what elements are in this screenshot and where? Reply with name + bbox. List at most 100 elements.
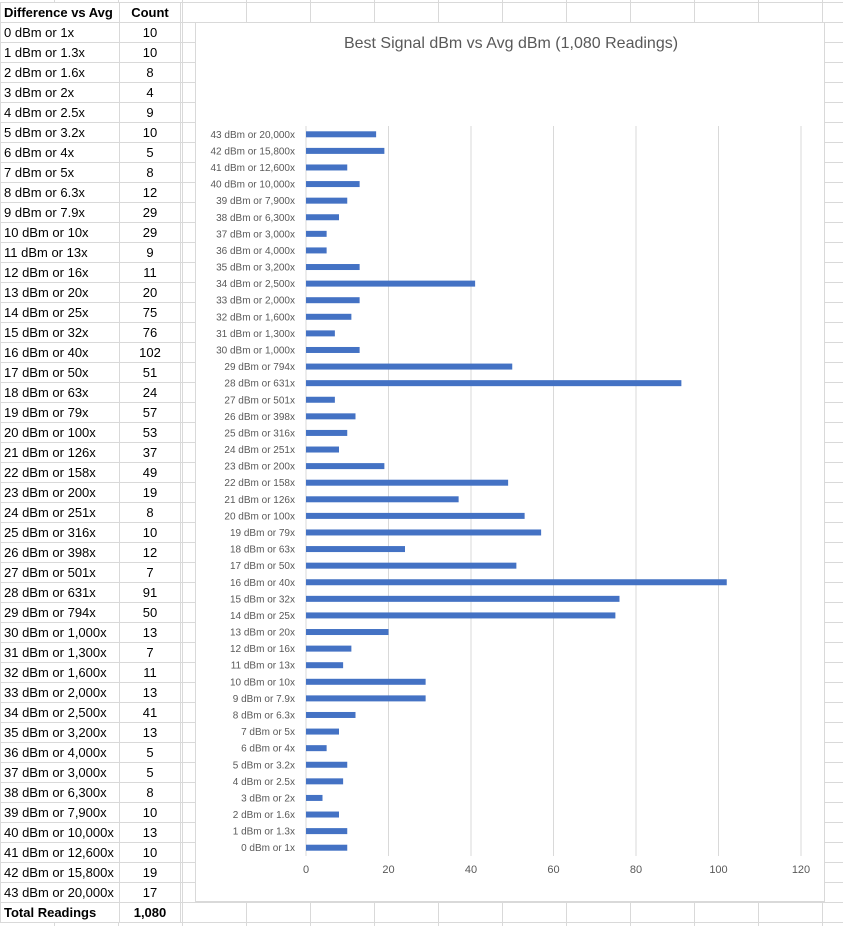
difference-cell[interactable]: 15 dBm or 32x [0, 322, 120, 343]
count-cell[interactable]: 12 [119, 182, 181, 203]
count-cell[interactable]: 5 [119, 762, 181, 783]
difference-cell[interactable]: 14 dBm or 25x [0, 302, 120, 323]
difference-cell[interactable]: 24 dBm or 251x [0, 502, 120, 523]
header-difference-cell[interactable]: Difference vs Avg [0, 2, 120, 23]
header-count-cell[interactable]: Count [119, 2, 181, 23]
count-cell[interactable]: 4 [119, 82, 181, 103]
difference-cell[interactable]: 32 dBm or 1,600x [0, 662, 120, 683]
count-cell[interactable]: 7 [119, 642, 181, 663]
difference-cell[interactable]: 27 dBm or 501x [0, 562, 120, 583]
difference-cell[interactable]: 5 dBm or 3.2x [0, 122, 120, 143]
count-cell[interactable]: 51 [119, 362, 181, 383]
count-cell[interactable]: 11 [119, 262, 181, 283]
count-cell[interactable]: 10 [119, 842, 181, 863]
count-cell[interactable]: 29 [119, 222, 181, 243]
difference-cell[interactable]: 13 dBm or 20x [0, 282, 120, 303]
count-cell[interactable]: 8 [119, 62, 181, 83]
x-tick-label: 100 [709, 864, 727, 876]
difference-cell[interactable]: 16 dBm or 40x [0, 342, 120, 363]
count-cell[interactable]: 50 [119, 602, 181, 623]
x-tick-label: 120 [792, 864, 810, 876]
difference-cell[interactable]: 21 dBm or 126x [0, 442, 120, 463]
difference-cell[interactable]: 23 dBm or 200x [0, 482, 120, 503]
difference-cell[interactable]: 11 dBm or 13x [0, 242, 120, 263]
count-cell[interactable]: 41 [119, 702, 181, 723]
difference-cell[interactable]: 4 dBm or 2.5x [0, 102, 120, 123]
difference-cell[interactable]: 20 dBm or 100x [0, 422, 120, 443]
count-cell[interactable]: 10 [119, 522, 181, 543]
difference-cell[interactable]: 42 dBm or 15,800x [0, 862, 120, 883]
x-tick-label: 80 [630, 864, 642, 876]
count-cell[interactable]: 13 [119, 622, 181, 643]
count-cell[interactable]: 12 [119, 542, 181, 563]
table-row: 12 dBm or 16x 11 [0, 262, 181, 283]
total-count-cell[interactable]: 1,080 [119, 902, 181, 923]
table-row: 30 dBm or 1,000x 13 [0, 622, 181, 643]
count-cell[interactable]: 24 [119, 382, 181, 403]
count-cell[interactable]: 5 [119, 142, 181, 163]
difference-cell[interactable]: 7 dBm or 5x [0, 162, 120, 183]
difference-cell[interactable]: 0 dBm or 1x [0, 22, 120, 43]
difference-cell[interactable]: 38 dBm or 6,300x [0, 782, 120, 803]
count-cell[interactable]: 75 [119, 302, 181, 323]
count-cell[interactable]: 8 [119, 782, 181, 803]
difference-cell[interactable]: 3 dBm or 2x [0, 82, 120, 103]
count-cell[interactable]: 53 [119, 422, 181, 443]
count-cell[interactable]: 10 [119, 42, 181, 63]
difference-cell[interactable]: 19 dBm or 79x [0, 402, 120, 423]
count-cell[interactable]: 10 [119, 22, 181, 43]
difference-cell[interactable]: 29 dBm or 794x [0, 602, 120, 623]
difference-cell[interactable]: 1 dBm or 1.3x [0, 42, 120, 63]
count-cell[interactable]: 49 [119, 462, 181, 483]
count-cell[interactable]: 8 [119, 502, 181, 523]
difference-cell[interactable]: 10 dBm or 10x [0, 222, 120, 243]
difference-cell[interactable]: 17 dBm or 50x [0, 362, 120, 383]
count-cell[interactable]: 11 [119, 662, 181, 683]
count-cell[interactable]: 17 [119, 882, 181, 903]
difference-cell[interactable]: 25 dBm or 316x [0, 522, 120, 543]
count-cell[interactable]: 91 [119, 582, 181, 603]
count-cell[interactable]: 19 [119, 862, 181, 883]
table-row: 25 dBm or 316x 10 [0, 522, 181, 543]
count-cell[interactable]: 9 [119, 242, 181, 263]
count-cell[interactable]: 13 [119, 722, 181, 743]
difference-cell[interactable]: 22 dBm or 158x [0, 462, 120, 483]
difference-cell[interactable]: 30 dBm or 1,000x [0, 622, 120, 643]
difference-cell[interactable]: 43 dBm or 20,000x [0, 882, 120, 903]
count-cell[interactable]: 57 [119, 402, 181, 423]
count-cell[interactable]: 76 [119, 322, 181, 343]
difference-cell[interactable]: 2 dBm or 1.6x [0, 62, 120, 83]
count-cell[interactable]: 20 [119, 282, 181, 303]
difference-cell[interactable]: 31 dBm or 1,300x [0, 642, 120, 663]
difference-cell[interactable]: 33 dBm or 2,000x [0, 682, 120, 703]
count-cell[interactable]: 19 [119, 482, 181, 503]
count-cell[interactable]: 13 [119, 822, 181, 843]
difference-cell[interactable]: 35 dBm or 3,200x [0, 722, 120, 743]
bar-chart[interactable]: Best Signal dBm vs Avg dBm (1,080 Readin… [195, 22, 825, 902]
count-cell[interactable]: 102 [119, 342, 181, 363]
count-cell[interactable]: 10 [119, 802, 181, 823]
difference-cell[interactable]: 36 dBm or 4,000x [0, 742, 120, 763]
difference-cell[interactable]: 9 dBm or 7.9x [0, 202, 120, 223]
difference-cell[interactable]: 41 dBm or 12,600x [0, 842, 120, 863]
difference-cell[interactable]: 26 dBm or 398x [0, 542, 120, 563]
count-cell[interactable]: 37 [119, 442, 181, 463]
difference-cell[interactable]: 6 dBm or 4x [0, 142, 120, 163]
difference-cell[interactable]: 34 dBm or 2,500x [0, 702, 120, 723]
difference-cell[interactable]: 39 dBm or 7,900x [0, 802, 120, 823]
difference-cell[interactable]: 12 dBm or 16x [0, 262, 120, 283]
count-cell[interactable]: 9 [119, 102, 181, 123]
count-cell[interactable]: 13 [119, 682, 181, 703]
difference-cell[interactable]: 18 dBm or 63x [0, 382, 120, 403]
difference-cell[interactable]: 28 dBm or 631x [0, 582, 120, 603]
count-cell[interactable]: 7 [119, 562, 181, 583]
total-label-cell[interactable]: Total Readings [0, 902, 120, 923]
count-cell[interactable]: 5 [119, 742, 181, 763]
count-cell[interactable]: 10 [119, 122, 181, 143]
count-cell[interactable]: 29 [119, 202, 181, 223]
table-row: 28 dBm or 631x 91 [0, 582, 181, 603]
difference-cell[interactable]: 37 dBm or 3,000x [0, 762, 120, 783]
difference-cell[interactable]: 40 dBm or 10,000x [0, 822, 120, 843]
difference-cell[interactable]: 8 dBm or 6.3x [0, 182, 120, 203]
count-cell[interactable]: 8 [119, 162, 181, 183]
